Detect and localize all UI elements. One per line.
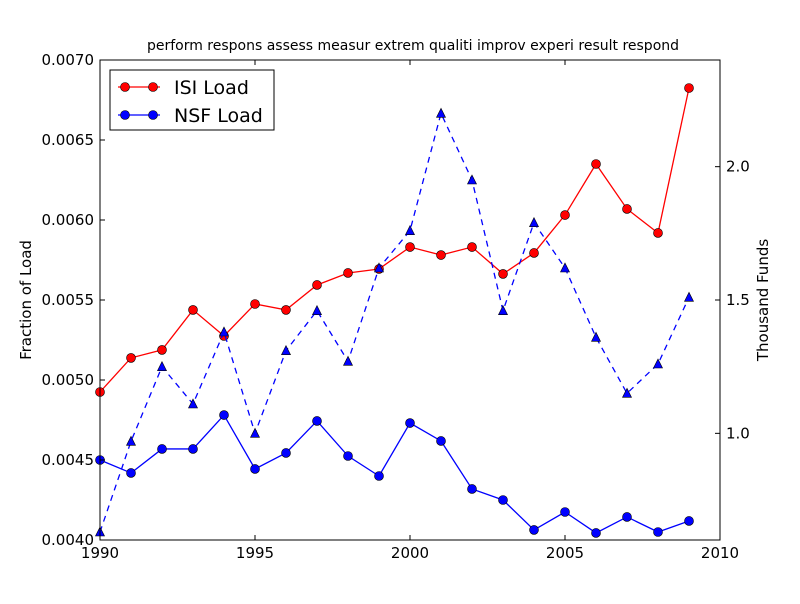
data-point: [436, 107, 446, 118]
data-point: [281, 448, 291, 458]
data-point: [312, 280, 322, 290]
data-point: [405, 242, 415, 252]
data-point: [622, 387, 632, 398]
data-point: [281, 344, 291, 355]
data-point: [498, 304, 508, 315]
x-tick-label: 2005: [546, 544, 584, 562]
legend: ISI Load NSF Load: [109, 69, 275, 131]
plot-frame: [99, 59, 721, 541]
data-point: [250, 299, 260, 309]
data-point: [188, 398, 198, 409]
series-line-2: [99, 111, 690, 533]
data-point: [684, 291, 694, 302]
data-point: [467, 242, 477, 252]
data-point: [498, 495, 508, 505]
x-tick-label: 2000: [391, 544, 429, 562]
data-point: [529, 248, 539, 258]
data-point: [653, 527, 663, 537]
legend-box: [109, 69, 275, 131]
data-point: [684, 83, 694, 93]
x-tick-label: 1995: [236, 544, 274, 562]
data-point: [653, 358, 663, 369]
data-point: [343, 268, 353, 278]
y2-tick-label: 1.0: [726, 424, 750, 442]
y-tick-label: 0.0065: [42, 131, 95, 149]
data-point: [343, 355, 353, 366]
data-point: [312, 304, 322, 315]
data-point: [219, 326, 229, 337]
data-point: [684, 516, 694, 526]
data-point: [250, 464, 260, 474]
y-axis-label: Fraction of Load: [17, 240, 35, 360]
data-point: [374, 471, 384, 481]
data-point: [157, 444, 167, 454]
data-point: [529, 216, 539, 227]
series-line-1: [99, 413, 690, 534]
data-point: [467, 174, 477, 185]
legend-marker: [148, 110, 158, 120]
y2-tick-label: 1.5: [726, 291, 750, 309]
data-point: [622, 204, 632, 214]
y-tick-label: 0.0040: [42, 531, 95, 549]
legend-label: NSF Load: [174, 105, 263, 127]
series-line-0: [99, 87, 690, 393]
data-point: [560, 210, 570, 220]
y2-axis-label: Thousand Funds: [754, 239, 772, 362]
data-point: [436, 436, 446, 446]
data-point: [436, 250, 446, 260]
data-point: [498, 269, 508, 279]
data-point: [405, 224, 415, 235]
data-point: [560, 507, 570, 517]
data-point: [653, 228, 663, 238]
data-point: [188, 305, 198, 315]
data-point: [591, 331, 601, 342]
legend-marker: [120, 82, 130, 92]
data-point: [405, 418, 415, 428]
legend-marker: [120, 110, 130, 120]
legend-marker: [148, 82, 158, 92]
data-point: [560, 262, 570, 273]
data-point: [157, 345, 167, 355]
y-tick-label: 0.0055: [42, 291, 95, 309]
y2-tick-label: 2.0: [726, 158, 750, 176]
data-point: [126, 468, 136, 478]
y-tick-label: 0.0045: [42, 451, 95, 469]
data-point: [219, 410, 229, 420]
data-point: [250, 427, 260, 438]
data-point: [126, 353, 136, 363]
y-tick-label: 0.0050: [42, 371, 95, 389]
data-point: [622, 512, 632, 522]
data-point: [312, 416, 322, 426]
data-point: [467, 484, 477, 494]
chart-title: perform respons assess measur extrem qua…: [147, 38, 679, 54]
x-tick-label: 1990: [81, 544, 119, 562]
data-point: [126, 435, 136, 446]
data-point: [591, 528, 601, 538]
data-point: [188, 444, 198, 454]
data-point: [529, 525, 539, 535]
data-point: [157, 360, 167, 371]
data-point: [281, 305, 291, 315]
data-point: [343, 451, 353, 461]
data-point: [591, 159, 601, 169]
legend-label: ISI Load: [174, 77, 249, 99]
x-tick-label: 2010: [701, 544, 739, 562]
data-point: [374, 262, 384, 273]
y-tick-label: 0.0060: [42, 211, 95, 229]
y-tick-label: 0.0070: [42, 51, 95, 69]
